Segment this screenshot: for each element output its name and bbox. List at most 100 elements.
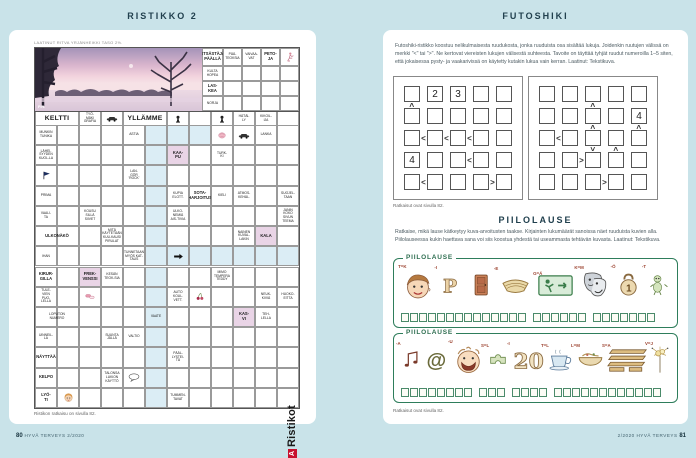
crossword-cell[interactable] bbox=[189, 327, 211, 348]
crossword-cell[interactable] bbox=[79, 246, 101, 267]
futoshiki-cell[interactable]: 4 bbox=[631, 108, 647, 124]
crossword-cell[interactable] bbox=[167, 347, 189, 368]
answer-square[interactable] bbox=[464, 312, 472, 322]
crossword-cell[interactable] bbox=[57, 125, 79, 146]
crossword-cell[interactable] bbox=[167, 226, 189, 247]
crossword-cell[interactable] bbox=[79, 266, 101, 287]
futoshiki-cell[interactable] bbox=[608, 130, 624, 146]
futoshiki-cell[interactable] bbox=[496, 86, 512, 102]
crossword-cell[interactable] bbox=[255, 165, 277, 186]
futoshiki-cell[interactable] bbox=[539, 174, 555, 190]
answer-square[interactable] bbox=[455, 387, 463, 397]
crossword-cell[interactable] bbox=[189, 226, 211, 247]
crossword-cell[interactable] bbox=[123, 266, 145, 287]
crossword-cell[interactable] bbox=[261, 66, 280, 81]
crossword-cell[interactable] bbox=[277, 185, 299, 206]
answer-square[interactable] bbox=[647, 312, 655, 322]
futoshiki-cell[interactable] bbox=[585, 152, 601, 168]
crossword-cell[interactable] bbox=[79, 387, 101, 408]
crossword-cell[interactable] bbox=[167, 306, 189, 328]
crossword-cell[interactable] bbox=[35, 246, 57, 267]
futoshiki-cell[interactable] bbox=[427, 108, 443, 124]
answer-square[interactable] bbox=[635, 387, 643, 397]
crossword-cell[interactable] bbox=[233, 205, 255, 227]
crossword-cell[interactable] bbox=[35, 125, 57, 146]
crossword-cell[interactable] bbox=[277, 286, 299, 307]
crossword-cell[interactable] bbox=[101, 226, 123, 247]
crossword-cell[interactable] bbox=[101, 347, 123, 368]
answer-square[interactable] bbox=[539, 387, 547, 397]
crossword-cell[interactable] bbox=[57, 286, 79, 307]
crossword-cell[interactable] bbox=[255, 387, 277, 408]
crossword-cell[interactable] bbox=[233, 266, 255, 287]
futoshiki-cell[interactable] bbox=[562, 108, 578, 124]
answer-square[interactable] bbox=[560, 312, 568, 322]
crossword-cell[interactable] bbox=[280, 81, 299, 96]
crossword-cell[interactable] bbox=[79, 367, 101, 388]
crossword-cell[interactable] bbox=[255, 327, 277, 348]
crossword-cell[interactable] bbox=[145, 347, 167, 368]
crossword-cell[interactable] bbox=[233, 226, 255, 247]
answer-square[interactable] bbox=[509, 312, 517, 322]
crossword-cell[interactable] bbox=[233, 286, 255, 307]
crossword-cell[interactable] bbox=[101, 266, 123, 287]
crossword-cell[interactable] bbox=[35, 205, 57, 227]
crossword-cell[interactable] bbox=[145, 165, 167, 186]
answer-square[interactable] bbox=[551, 312, 559, 322]
answer-square[interactable] bbox=[464, 387, 472, 397]
crossword-cell[interactable] bbox=[101, 387, 123, 408]
crossword-cell[interactable] bbox=[35, 286, 57, 307]
futoshiki-cell[interactable]: 3 bbox=[450, 86, 466, 102]
answer-square[interactable] bbox=[617, 387, 625, 397]
answer-square[interactable] bbox=[419, 387, 427, 397]
futoshiki-cell[interactable] bbox=[473, 86, 489, 102]
answer-square[interactable] bbox=[626, 387, 634, 397]
crossword-cell[interactable] bbox=[57, 266, 79, 287]
crossword-cell[interactable] bbox=[123, 145, 145, 166]
crossword-cell[interactable] bbox=[277, 266, 299, 287]
answer-square[interactable] bbox=[437, 312, 445, 322]
futoshiki-cell[interactable] bbox=[585, 130, 601, 146]
answer-square[interactable] bbox=[554, 387, 562, 397]
crossword-cell[interactable] bbox=[211, 226, 233, 247]
crossword-cell[interactable] bbox=[57, 246, 79, 267]
answer-square[interactable] bbox=[620, 312, 628, 322]
answer-square[interactable] bbox=[479, 387, 487, 397]
answer-square[interactable] bbox=[500, 312, 508, 322]
crossword-cell[interactable] bbox=[123, 165, 145, 186]
answer-square[interactable] bbox=[518, 312, 526, 322]
crossword-cell[interactable] bbox=[189, 347, 211, 368]
crossword-cell[interactable] bbox=[123, 347, 145, 368]
answer-square[interactable] bbox=[569, 312, 577, 322]
crossword-cell[interactable] bbox=[242, 66, 261, 81]
futoshiki-cell[interactable] bbox=[404, 86, 420, 102]
crossword-cell[interactable] bbox=[57, 145, 79, 166]
crossword-cell[interactable] bbox=[255, 185, 277, 206]
answer-square[interactable] bbox=[410, 312, 418, 322]
crossword-cell[interactable] bbox=[233, 306, 255, 328]
crossword-cell[interactable] bbox=[145, 246, 167, 267]
crossword-cell[interactable] bbox=[35, 367, 57, 388]
crossword-cell[interactable] bbox=[211, 367, 233, 388]
futoshiki-cell[interactable] bbox=[496, 130, 512, 146]
answer-square[interactable] bbox=[437, 387, 445, 397]
crossword-cell[interactable] bbox=[145, 286, 167, 307]
crossword-cell[interactable] bbox=[35, 185, 57, 206]
crossword-cell[interactable] bbox=[211, 145, 233, 166]
futoshiki-cell[interactable] bbox=[404, 108, 420, 124]
crossword-cell[interactable] bbox=[261, 96, 280, 111]
crossword-cell[interactable] bbox=[57, 327, 79, 348]
crossword-cell[interactable] bbox=[123, 125, 145, 146]
futoshiki-cell[interactable] bbox=[539, 130, 555, 146]
answer-square[interactable] bbox=[653, 387, 661, 397]
answer-square[interactable] bbox=[521, 387, 529, 397]
crossword-cell[interactable] bbox=[255, 145, 277, 166]
crossword-cell[interactable] bbox=[145, 327, 167, 348]
crossword-cell[interactable] bbox=[57, 205, 79, 227]
answer-square[interactable] bbox=[572, 387, 580, 397]
answer-square[interactable] bbox=[629, 312, 637, 322]
futoshiki-cell[interactable] bbox=[562, 174, 578, 190]
futoshiki-cell[interactable] bbox=[539, 86, 555, 102]
crossword-cell[interactable] bbox=[189, 125, 211, 146]
crossword-cell[interactable] bbox=[101, 367, 123, 388]
